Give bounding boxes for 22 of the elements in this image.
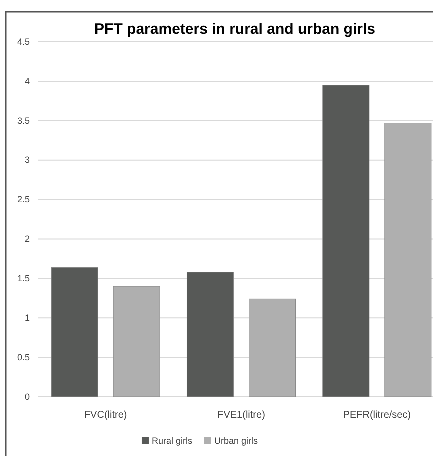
y-tick-label: 3 bbox=[24, 155, 30, 166]
bar bbox=[322, 85, 370, 398]
legend-label: Rural girls bbox=[152, 436, 193, 446]
y-tick-label: 4 bbox=[24, 76, 30, 86]
y-tick-label: 0 bbox=[24, 392, 30, 402]
bar bbox=[384, 123, 432, 398]
bar bbox=[249, 298, 296, 398]
bar bbox=[51, 267, 98, 398]
x-tick-label: PEFR(litre/sec) bbox=[343, 410, 412, 422]
chart-title: PFT parameters in rural and urban girls bbox=[94, 21, 376, 38]
y-tick-label: 0.5 bbox=[17, 352, 30, 362]
x-tick-label: FVC(litre) bbox=[84, 410, 128, 422]
x-tick-label: FVE1(litre) bbox=[218, 410, 266, 422]
bar bbox=[186, 272, 234, 398]
y-tick-label: 1 bbox=[24, 312, 30, 323]
y-tick-label: 2.5 bbox=[17, 194, 30, 205]
y-tick-label: 3.5 bbox=[17, 116, 30, 126]
legend-label: Urban girls bbox=[214, 436, 259, 446]
y-tick-label: 2 bbox=[24, 234, 30, 244]
y-tick-label: 1.5 bbox=[17, 274, 30, 284]
bar bbox=[113, 286, 160, 398]
y-tick-label: 4.5 bbox=[17, 36, 30, 47]
